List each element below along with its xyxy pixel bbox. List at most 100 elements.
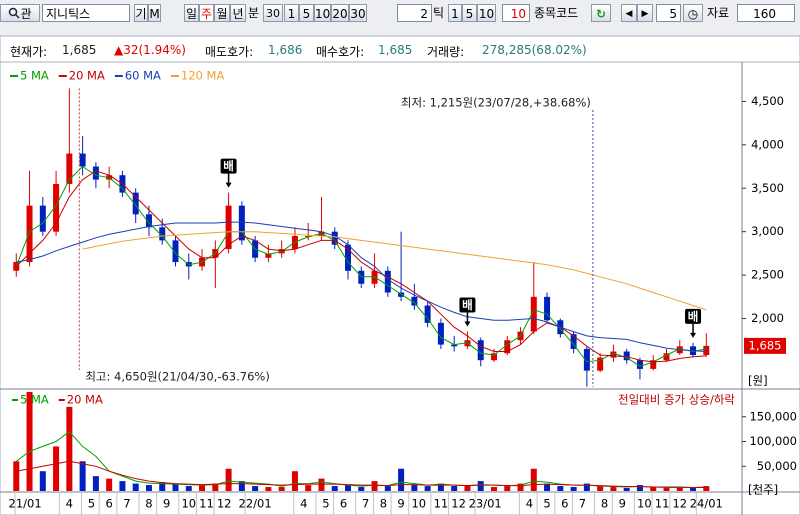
candle-body [92,166,99,180]
tick-input[interactable]: 2 [397,4,432,22]
candle-body [623,351,630,361]
volume-bar [265,487,272,491]
label: 종목코드 [534,6,579,20]
period-button[interactable]: 주 [199,4,214,22]
button[interactable]: M [148,4,161,22]
info-label: 거래량: [427,45,465,59]
stock-input[interactable]: 지니틱스 [42,4,130,22]
volume-bar [92,476,99,491]
minute-button[interactable]: 20 [331,4,349,22]
prev-button[interactable]: ◀ [621,4,637,22]
x-tick-label: 24/01 [690,497,723,511]
x-tick-label: 7 [362,497,369,511]
minute-button[interactable]: 5 [299,4,314,22]
volume-bar [583,483,590,491]
volume-bar [53,446,60,491]
x-tick-label: 7 [579,497,586,511]
volume-bar [238,481,245,491]
label: 분 [248,6,260,20]
tick-button[interactable]: 5 [462,4,477,22]
button-label: 관 [20,7,32,21]
period-button[interactable]: 월 [214,4,230,22]
ma-line [16,221,707,352]
next-button[interactable]: ▶ [637,4,653,22]
x-tick-label: 5 [543,497,550,511]
info-label: 현재가: [10,45,48,59]
y-tick-label: 2,000 [751,311,784,325]
volume-bar [530,468,537,491]
period-button[interactable]: 년 [230,4,246,22]
info-value: 1,685 [62,43,97,57]
candle-body [66,153,73,184]
volume-bar [212,483,219,491]
y-tick-label: 4,000 [751,137,784,151]
info-value: 1,686 [268,43,303,57]
x-tick-label: 12 [217,497,232,511]
tick-button[interactable]: 1 [448,4,462,22]
tick-button[interactable]: 10 [477,4,496,22]
x-tick-label: 5 [322,497,329,511]
volume-note: 전일대비 증가 상승/하락 [618,393,735,407]
label: 틱 [433,6,445,20]
info-label: 매수호가: [316,45,365,59]
event-marker [685,308,702,324]
candle-body [172,240,179,263]
candle-body [145,214,152,228]
button[interactable]: 기 [134,4,148,22]
legend-label: 20 MA [69,69,105,83]
clock-button[interactable]: ◷ [683,4,703,22]
info-change: ▲32(1.94%) [114,43,186,57]
volume-bar [437,483,444,491]
minute-button[interactable]: 1 [284,4,299,22]
event-arrowhead [464,321,471,327]
ma-line [82,231,707,311]
count-input[interactable]: 10 [502,4,530,22]
high-note: 최고: 4,650원(21/04/30,-63.76%) [85,370,269,384]
volume-bar [66,406,73,491]
volume-bar [557,486,564,491]
step-input[interactable]: 5 [656,4,681,22]
legend-label: 20 MA [67,393,103,407]
candle-body [451,344,458,347]
candle-body [132,192,139,215]
x-tick-label: 22/01 [239,497,272,511]
candle-body [345,244,352,271]
candle-body [265,253,272,258]
search-button[interactable]: 관 [0,4,40,22]
volume-bar [172,483,179,491]
x-tick-label: 6 [340,497,347,511]
volume-unit: [천주] [748,483,778,497]
volume-bar [278,487,285,491]
candle-body [225,205,232,250]
x-tick-label: 8 [380,497,387,511]
minute-select[interactable]: 30 [263,4,283,22]
y-tick-label: 3,000 [751,224,784,238]
volume-bar [411,485,418,491]
candle-body [238,205,245,241]
y-tick-label: 2,500 [751,268,784,282]
volume-bar [185,486,192,491]
legend-label: 5 MA [20,69,49,83]
candle-body [477,340,484,361]
volume-bar [145,485,152,491]
search-icon [9,7,20,19]
data-count-select[interactable]: 160 [737,4,795,22]
minute-button[interactable]: 30 [349,4,367,22]
volume-bar [504,485,511,491]
x-tick-label: 9 [397,497,404,511]
minute-button[interactable]: 10 [314,4,331,22]
event-label: 배 [462,298,473,312]
volume-bar [544,483,551,491]
candle-body [583,348,590,371]
refresh-button[interactable]: ↻ [591,4,611,22]
period-button[interactable]: 일 [184,4,199,22]
x-tick-label: 9 [619,497,626,511]
volume-bar [464,485,471,491]
volume-bar [398,468,405,491]
x-tick-label: 10 [637,497,652,511]
volume-bar [650,487,657,491]
y-tick-label: 4,500 [751,94,784,108]
volume-bar [39,471,46,491]
chart-frame [0,35,800,515]
